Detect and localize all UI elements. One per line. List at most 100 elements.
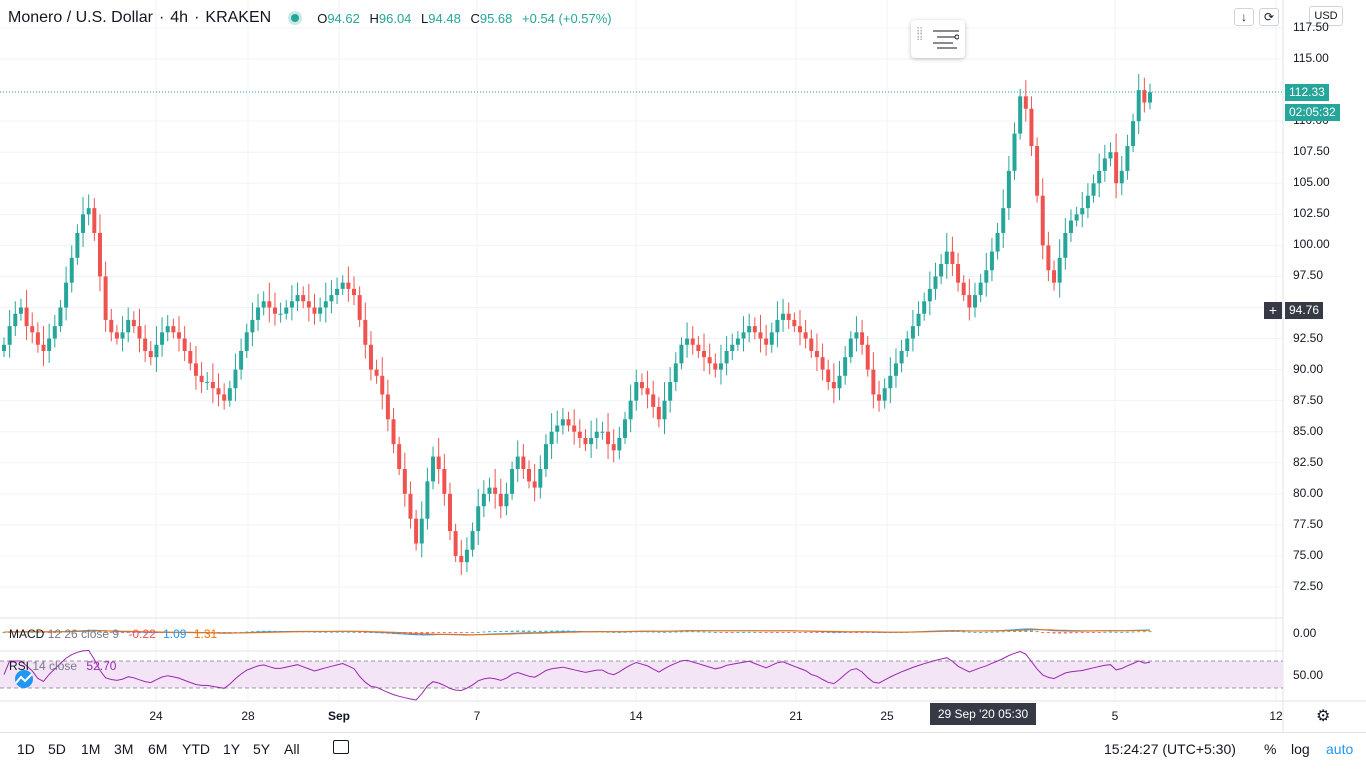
candle-body xyxy=(363,319,368,345)
low-value: 94.48 xyxy=(428,10,461,26)
currency-button[interactable]: USD xyxy=(1309,6,1343,26)
candle-body xyxy=(7,326,12,345)
price-axis-label: 87.50 xyxy=(1293,392,1324,407)
candle-body xyxy=(442,468,447,494)
last-price-tag: 112.33 xyxy=(1285,84,1329,101)
range-button-1m[interactable]: 1M xyxy=(81,741,101,757)
candle-body xyxy=(397,444,402,469)
macd-histogram-bar xyxy=(696,631,700,633)
interval[interactable]: 4h xyxy=(170,9,189,26)
macd-histogram-bar xyxy=(792,632,796,633)
macd-name[interactable]: MACD xyxy=(9,627,45,641)
macd-histogram-bar xyxy=(324,631,328,633)
candle-body xyxy=(408,493,413,519)
range-button-5y[interactable]: 5Y xyxy=(253,741,271,757)
down-arrow-icon[interactable]: ↓ xyxy=(1234,8,1254,26)
auto-toggle[interactable]: auto xyxy=(1326,741,1354,757)
macd-histogram-bar xyxy=(1125,631,1129,633)
macd-histogram-bar xyxy=(663,631,667,633)
macd-histogram-bar xyxy=(250,631,254,633)
candle-body xyxy=(882,388,887,401)
candle-body xyxy=(47,338,52,351)
macd-histogram-bar xyxy=(753,631,757,633)
tradingview-logo-icon[interactable] xyxy=(12,670,36,688)
macd-histogram-bar xyxy=(437,632,441,633)
candle-body xyxy=(1001,208,1006,233)
rsi-legend: RSI 14 close 52.70 xyxy=(9,659,116,673)
candle-body xyxy=(679,344,684,364)
macd-histogram-bar xyxy=(482,631,486,633)
range-button-1y[interactable]: 1Y xyxy=(223,741,241,757)
calendar-range-icon[interactable] xyxy=(333,740,349,754)
macd-histogram-bar xyxy=(256,630,260,632)
candle-body xyxy=(504,493,509,507)
candle-body xyxy=(1052,270,1057,283)
macd-histogram-bar xyxy=(1007,630,1011,632)
floating-toolbar[interactable]: ⠿ ⠿ xyxy=(911,20,965,58)
candle-body xyxy=(617,437,622,451)
candle-body xyxy=(256,307,261,320)
macd-histogram-bar xyxy=(708,631,712,633)
log-toggle[interactable]: log xyxy=(1291,741,1310,757)
macd-histogram-bar xyxy=(1058,632,1062,634)
candle-body xyxy=(1108,152,1113,159)
symbol-name[interactable]: Monero / U.S. Dollar xyxy=(8,9,153,26)
range-button-6m[interactable]: 6M xyxy=(148,741,168,757)
macd-histogram-bar xyxy=(657,631,661,633)
range-button-all[interactable]: All xyxy=(284,741,300,757)
gear-icon[interactable]: ⚙ xyxy=(1316,708,1331,725)
candle-body xyxy=(560,419,565,426)
candle-body xyxy=(814,350,819,358)
candle-body xyxy=(515,456,520,469)
macd-histogram-bar xyxy=(730,632,734,633)
macd-histogram-bar xyxy=(1063,632,1067,634)
candle-body xyxy=(267,301,272,308)
macd-histogram-bar xyxy=(860,632,864,633)
range-button-5d[interactable]: 5D xyxy=(48,741,66,757)
macd-histogram-bar xyxy=(747,631,751,633)
macd-histogram-bar xyxy=(454,632,458,633)
range-button-1d[interactable]: 1D xyxy=(17,741,35,757)
clock[interactable]: 15:24:27 (UTC+5:30) xyxy=(1104,741,1236,757)
candle-body xyxy=(182,338,187,351)
object-tree-icon[interactable] xyxy=(933,29,959,49)
candle-body xyxy=(402,468,407,494)
candle-body xyxy=(555,425,560,432)
candle-body xyxy=(634,382,639,401)
macd-histogram-bar xyxy=(1108,631,1112,633)
candle-body xyxy=(673,363,678,383)
candle-body xyxy=(1085,195,1090,209)
candle-body xyxy=(447,493,452,532)
candle-body xyxy=(724,350,729,364)
macd-histogram-bar xyxy=(854,632,858,633)
signal-line xyxy=(4,629,1151,636)
candle-body xyxy=(1074,214,1079,221)
candle-body xyxy=(865,344,870,370)
macd-histogram-bar xyxy=(442,632,446,633)
crosshair-plus-icon[interactable]: + xyxy=(1264,302,1282,319)
drag-handle-icon[interactable]: ⠿ ⠿ xyxy=(916,27,924,44)
candle-body xyxy=(481,493,486,507)
range-button-ytd[interactable]: YTD xyxy=(182,741,210,757)
macd-histogram-bar xyxy=(521,630,525,632)
percent-toggle[interactable]: % xyxy=(1264,741,1277,757)
macd-histogram-bar xyxy=(1035,631,1039,633)
candle-body xyxy=(961,282,966,296)
macd-histogram-bar xyxy=(979,631,983,633)
macd-histogram-bar xyxy=(815,632,819,633)
range-button-3m[interactable]: 3M xyxy=(114,741,134,757)
fullscreen-icon[interactable]: ⟳ xyxy=(1259,8,1279,26)
price-axis-label: 100.00 xyxy=(1293,237,1330,252)
price-axis-label: 107.50 xyxy=(1293,144,1330,159)
macd-value-3: 1.31 xyxy=(193,627,218,641)
rsi-name[interactable]: RSI xyxy=(9,659,30,673)
macd-histogram-bar xyxy=(510,630,514,632)
macd-histogram-bar xyxy=(1142,631,1146,633)
macd-histogram-bar xyxy=(1001,631,1005,633)
candle-body xyxy=(583,437,588,445)
candle-body xyxy=(289,301,294,308)
candle-body xyxy=(764,338,769,345)
macd-histogram-bar xyxy=(312,631,316,633)
candle-body xyxy=(278,313,283,315)
